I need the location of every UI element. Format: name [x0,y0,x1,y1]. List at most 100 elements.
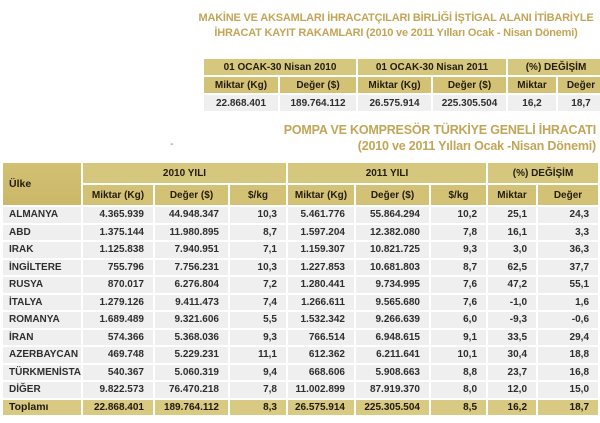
value-cell: 9,3 [431,242,487,258]
value-cell: 47,2 [488,277,537,293]
value-cell: 9.411.473 [155,294,228,310]
value-cell: 22.868.401 [83,399,153,415]
table2-subheader: $/kg [230,185,286,205]
value-cell: 1.597.204 [288,224,354,240]
value-cell: 1.280.441 [288,277,354,293]
value-cell: 5.229.231 [155,347,228,363]
value-cell: 25,1 [488,207,537,223]
table1-subheader: Miktar [508,77,556,93]
value-cell: 870.017 [83,277,153,293]
table2-group-header: (%) DEĞİŞİM [488,163,599,183]
value-cell: 612.362 [288,347,354,363]
table2-data-row: ALMANYA 4.365.939 44.948.347 10,3 5.461.776 5… [3,207,599,223]
value-cell: 11.002.899 [288,382,354,398]
value-cell: 766.514 [288,329,354,345]
country-cell: ALMANYA [3,207,81,223]
value-cell: 5.461.776 [288,207,354,223]
value-cell: 10,3 [230,259,286,275]
table2-subheader: Miktar (Kg) [288,185,354,205]
value-cell: 8,0 [431,382,487,398]
country-cell: RUSYA [3,277,81,293]
table2-data-row: AZERBAYCAN 469.748 5.229.231 11,1 612.362 6.2… [3,347,599,363]
value-cell: 16,1 [488,224,537,240]
value-cell: 8,8 [431,364,487,380]
value-cell: 44.948.347 [155,207,228,223]
table1-cell: 16,2 [508,95,556,111]
value-cell: 9,4 [230,364,286,380]
value-cell: 7,6 [431,277,487,293]
value-cell: 3,3 [538,224,599,240]
value-cell: 7,1 [230,242,286,258]
country-cell: Toplamı [3,399,81,415]
value-cell: 7,6 [431,294,487,310]
table2-data-row: DİĞER 9.822.573 76.470.218 7,8 11.002.899 87.… [3,382,599,398]
value-cell: 55.864.294 [356,207,429,223]
table2-data-row: İRAN 574.366 5.368.036 9,3 766.514 6.948.615 9… [3,329,599,345]
country-cell: AZERBAYCAN [3,347,81,363]
value-cell: 15,0 [538,382,599,398]
value-cell: 1.375.144 [83,224,153,240]
pump-compressor-country-table: Ülke 2010 YILI 2011 YILI (%) DEĞİŞİM Miktar … [1,161,600,417]
value-cell: -1,0 [488,294,537,310]
table1-sub-header-row: Miktar (Kg) Değer ($) Miktar (Kg) Değer … [204,77,600,93]
table2-group-header: 2011 YILI [288,163,487,183]
table2-sub-header-row: Miktar (Kg) Değer ($) $/kg Miktar (Kg) Değer… [3,185,599,205]
value-cell: 7,2 [230,277,286,293]
value-cell: 18,7 [538,399,599,415]
value-cell: 9.734.995 [356,277,429,293]
value-cell: 9,1 [431,329,487,345]
value-cell: 668.606 [288,364,354,380]
machinery-export-summary-table: 01 OCAK-30 Nisan 2010 01 OCAK-30 Nisan 2… [202,57,600,113]
value-cell: 30,4 [488,347,537,363]
table1-cell: 225.305.504 [433,95,506,111]
value-cell: -9,3 [488,312,537,328]
value-cell: 10,2 [431,207,487,223]
value-cell: 12,0 [488,382,537,398]
value-cell: 7,8 [431,224,487,240]
value-cell: 36,3 [538,242,599,258]
value-cell: 10,1 [431,347,487,363]
value-cell: 8,7 [431,259,487,275]
table2-subheader: Miktar (Kg) [83,185,153,205]
table1-group-2011: 01 OCAK-30 Nisan 2011 [358,59,506,75]
value-cell: 76.470.218 [155,382,228,398]
table2-group-header: 2010 YILI [83,163,286,183]
value-cell: 7,4 [230,294,286,310]
table2-data-row: ROMANYA 1.689.489 9.321.606 5,5 1.532.342 9.2… [3,312,599,328]
value-cell: 1.125.838 [83,242,153,258]
value-cell: 9.565.680 [356,294,429,310]
value-cell: 16,2 [488,399,537,415]
value-cell: 5.368.036 [155,329,228,345]
table2-subheader: Değer ($) [356,185,429,205]
value-cell: 7.756.231 [155,259,228,275]
value-cell: 55,1 [538,277,599,293]
value-cell: 574.366 [83,329,153,345]
value-cell: 7,8 [230,382,286,398]
stray-scan-mark: - [170,138,174,150]
machinery-report-title: MAKİNE VE AKSAMLARI İHRACATÇILARI BİRLİĞ… [196,11,596,40]
machinery-report-title-line2: İHRACAT KAYIT RAKAMLARI (2010 ve 2011 Yı… [214,26,578,39]
table1-group-change: (%) DEĞİŞİM [508,59,600,75]
value-cell: -0,6 [538,312,599,328]
value-cell: 6,0 [431,312,487,328]
table1-cell: 18,7 [558,95,600,111]
value-cell: 10.821.725 [356,242,429,258]
value-cell: 1.266.611 [288,294,354,310]
value-cell: 6.948.615 [356,329,429,345]
table2-subheader: $/kg [431,185,487,205]
country-cell: İRAN [3,329,81,345]
table2-data-row: TÜRKMENİSTAN 540.367 5.060.319 9,4 668.606 5.… [3,364,599,380]
table1-cell: 26.575.914 [358,95,431,111]
value-cell: 1.159.307 [288,242,354,258]
value-cell: 8,3 [230,399,286,415]
country-cell: IRAK [3,242,81,258]
value-cell: 9,3 [230,329,286,345]
table1-cell: 22.868.401 [204,95,278,111]
value-cell: 7.940.951 [155,242,228,258]
value-cell: 9.822.573 [83,382,153,398]
pump-compressor-title-line1: POMPA VE KOMPRESÖR TÜRKİYE GENELİ İHRACA… [283,123,596,137]
country-cell: TÜRKMENİSTAN [3,364,81,380]
value-cell: 9.321.606 [155,312,228,328]
table2-subheader: Değer [538,185,599,205]
value-cell: 1.279.126 [83,294,153,310]
